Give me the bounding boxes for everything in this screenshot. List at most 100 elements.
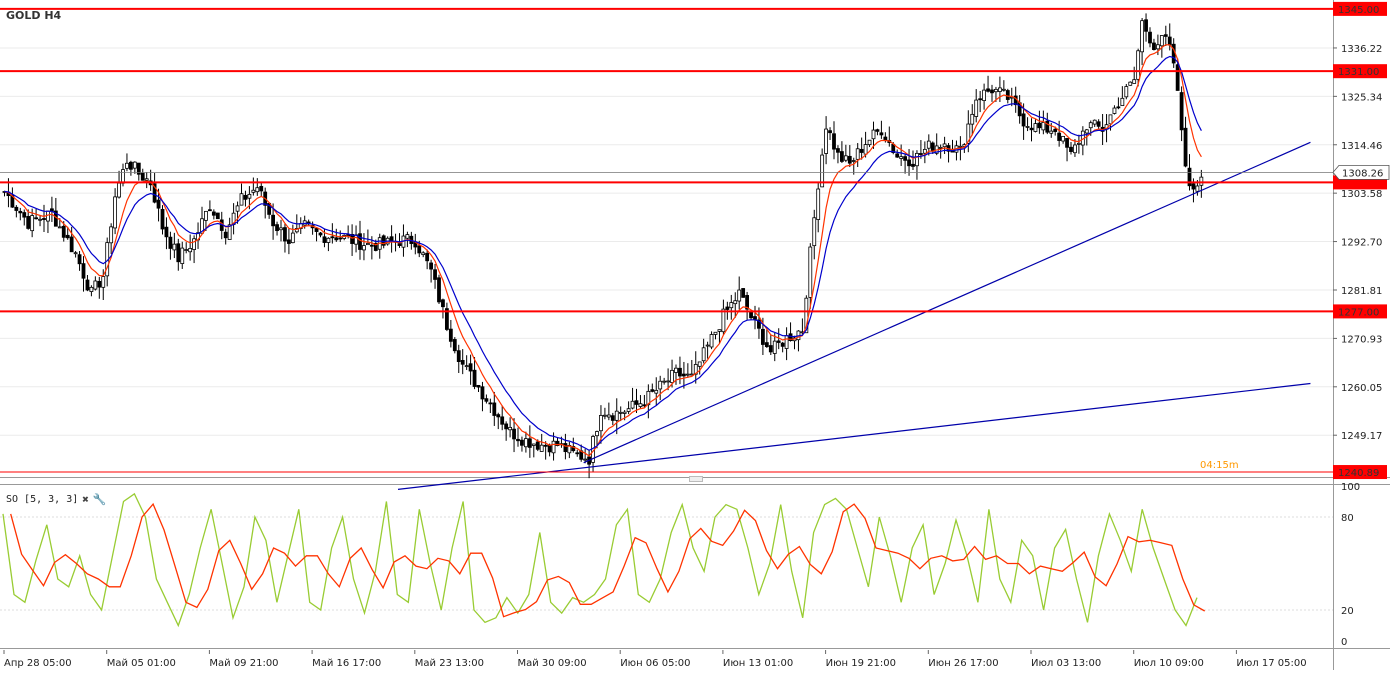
candle-body <box>697 361 702 367</box>
candle-body <box>381 235 386 246</box>
candle-body <box>847 155 852 164</box>
candle-body <box>441 299 445 308</box>
candle-body <box>211 211 216 216</box>
candle-body <box>172 243 177 251</box>
candle-body <box>583 458 588 461</box>
candle-body <box>994 88 998 93</box>
candle-body <box>693 364 698 375</box>
candle-body <box>1183 127 1188 167</box>
candle-body <box>464 365 469 368</box>
candle-body <box>520 439 524 446</box>
candle-body <box>121 169 125 184</box>
candle-body <box>816 188 821 220</box>
candle-body <box>326 237 331 243</box>
candle-body <box>318 232 323 236</box>
candle-body <box>160 208 165 230</box>
candle-body <box>753 316 757 320</box>
candle-body <box>358 233 362 250</box>
candle-body <box>776 340 781 343</box>
candle-body <box>674 367 678 373</box>
candle-body <box>1148 31 1152 44</box>
candle-body <box>1159 35 1164 47</box>
candle-body <box>899 156 904 159</box>
candle-body <box>334 237 339 241</box>
candle-body <box>290 232 295 244</box>
symbol-title: GOLD H4 <box>6 9 62 22</box>
level-tag-label: 1277.00 <box>1338 307 1379 318</box>
candle-body <box>1057 132 1062 141</box>
candle-body <box>757 319 761 329</box>
candle-body <box>1140 20 1144 53</box>
candle-body <box>140 172 145 181</box>
candle-body <box>77 254 82 265</box>
candle-body <box>176 243 181 263</box>
candle-body <box>788 333 793 341</box>
candle-body <box>192 238 197 250</box>
level-tag <box>1333 465 1387 480</box>
candle-body <box>1108 114 1113 125</box>
candle-body <box>405 234 410 239</box>
candle-body <box>362 245 366 251</box>
candle-body <box>930 142 935 152</box>
candle-body <box>180 247 185 264</box>
candle-body <box>93 280 98 290</box>
candle-body <box>69 236 74 253</box>
candle-body <box>259 185 264 192</box>
candle-body <box>1128 81 1133 86</box>
stochastic-k-line <box>2 492 1198 628</box>
candle-body <box>314 228 319 232</box>
candle-body <box>630 400 635 409</box>
candle-body <box>721 308 726 333</box>
candle-body <box>820 154 825 188</box>
x-tick-label: Июл 10 09:00 <box>1134 658 1204 669</box>
candle-body <box>1195 185 1200 192</box>
candle-body <box>666 380 670 383</box>
candle-body <box>717 329 722 332</box>
candle-body <box>539 444 544 452</box>
candle-body <box>1120 97 1125 106</box>
x-tick-label: Май 16 17:00 <box>312 658 381 669</box>
candle-body <box>57 226 62 229</box>
candle-body <box>978 98 983 101</box>
trendline-1[interactable] <box>397 382 1311 490</box>
candle-body <box>851 160 856 162</box>
candle-body <box>832 133 836 150</box>
candle-body <box>18 210 23 214</box>
candle-body <box>1092 119 1097 125</box>
trendline-2[interactable] <box>583 141 1311 464</box>
candle-body <box>1001 88 1006 91</box>
candle-body <box>670 369 674 383</box>
level-tag-label: 1240.89 <box>1338 468 1379 479</box>
candle-body <box>1045 120 1050 133</box>
candle-body <box>547 444 552 453</box>
y-tick-label: 1260.05 <box>1341 383 1382 394</box>
candle-body <box>508 426 513 431</box>
candle-body <box>204 210 208 221</box>
candle-body <box>1136 50 1141 80</box>
candle-body <box>61 225 66 238</box>
candle-body <box>701 347 706 362</box>
candle-body <box>480 386 485 400</box>
candle-body <box>804 297 809 334</box>
candle-body <box>911 163 915 167</box>
candle-body <box>235 205 240 212</box>
candle-body <box>1156 44 1160 50</box>
close-icon[interactable]: ✖ <box>82 493 89 506</box>
current-price-label: 1308.26 <box>1342 168 1383 179</box>
candle-body <box>1124 86 1129 98</box>
candle-body <box>14 206 19 211</box>
candle-body <box>685 373 690 376</box>
candle-body <box>38 218 42 221</box>
pane-splitter-handle[interactable] <box>689 476 703 482</box>
candle-body <box>824 128 828 154</box>
ema-fast-line <box>4 44 1202 457</box>
candle-body <box>283 227 287 242</box>
candle-body <box>527 438 532 448</box>
candle-body <box>369 244 374 247</box>
level-tag-label: 1345.00 <box>1338 5 1379 16</box>
wrench-icon[interactable]: 🔧 <box>92 493 107 506</box>
candle-body <box>452 339 457 352</box>
candle-body <box>89 286 94 292</box>
